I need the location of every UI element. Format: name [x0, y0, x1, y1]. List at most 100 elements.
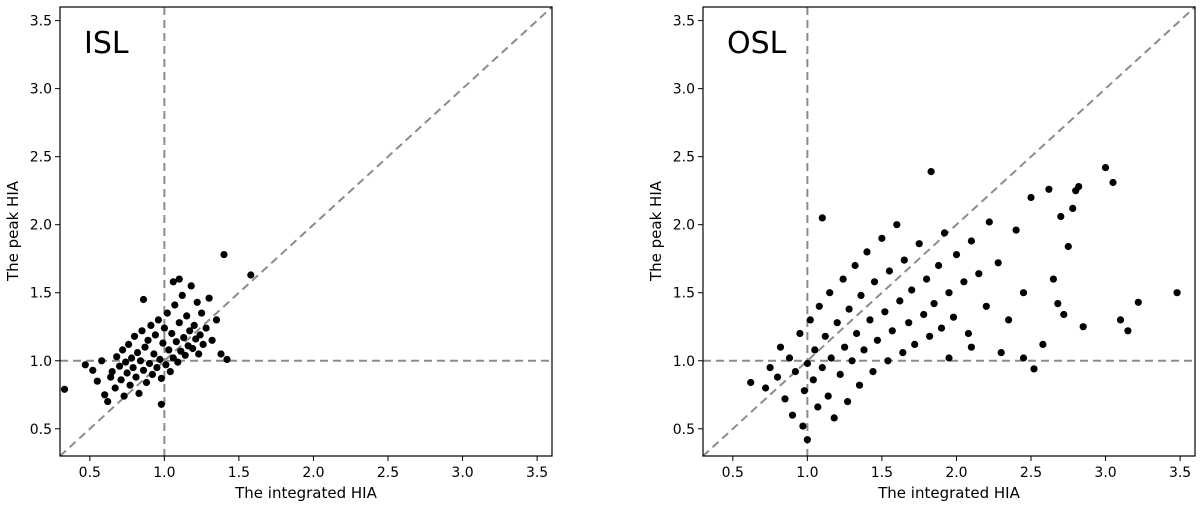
data-point	[803, 359, 812, 368]
data-point	[836, 370, 844, 378]
panel-title: ISL	[84, 26, 129, 61]
data-point	[220, 251, 228, 259]
data-point	[811, 346, 819, 354]
data-point	[104, 398, 112, 406]
data-point	[866, 316, 874, 324]
data-point	[139, 295, 148, 304]
x-tick-label: 3.5	[1169, 465, 1191, 481]
data-point	[1057, 212, 1065, 221]
data-point	[908, 286, 916, 294]
data-point	[193, 298, 201, 306]
y-tick-label: 3.5	[30, 14, 52, 30]
data-point	[123, 369, 131, 377]
plot-frame	[702, 6, 1196, 457]
data-point	[1019, 289, 1028, 297]
data-point	[964, 329, 973, 338]
y-axis-ticks: 0.5 1.0 1.5 2.0 2.5 3.0 3.5	[30, 14, 60, 438]
data-point	[150, 350, 158, 358]
y-tick-label: 3.0	[30, 82, 52, 98]
data-point	[126, 381, 134, 389]
data-point	[186, 327, 194, 335]
x-axis-ticks: 0.5 1.0 1.5 2.0 2.5 3.0 3.5	[79, 456, 548, 481]
data-point	[791, 368, 800, 376]
data-point	[818, 214, 826, 222]
data-point	[199, 340, 207, 348]
data-point	[796, 329, 804, 338]
data-point	[157, 374, 165, 382]
x-axis-label: The integrated HIA	[234, 484, 377, 502]
data-point	[145, 359, 154, 368]
data-point	[799, 422, 807, 430]
data-point	[826, 289, 834, 297]
data-point	[89, 366, 97, 374]
data-point	[165, 346, 173, 354]
x-tick-label: 2.5	[1020, 465, 1042, 481]
data-point	[809, 376, 817, 384]
data-point	[920, 310, 928, 319]
data-point	[997, 349, 1005, 357]
data-point	[967, 237, 976, 245]
scatter-points	[747, 164, 1181, 444]
x-tick-label: 3.0	[1094, 465, 1116, 481]
data-point	[120, 392, 128, 400]
data-point	[196, 331, 204, 339]
data-point	[138, 327, 146, 335]
data-point	[839, 275, 847, 283]
data-point	[869, 368, 877, 376]
data-point	[135, 389, 143, 397]
x-tick-label: 0.5	[722, 465, 744, 481]
data-point	[841, 343, 849, 351]
data-point	[1064, 242, 1072, 251]
data-point	[1045, 185, 1053, 193]
data-point	[773, 373, 782, 381]
data-point	[885, 267, 894, 275]
data-point	[881, 308, 889, 316]
data-point	[217, 350, 225, 358]
data-point	[160, 324, 168, 332]
data-point	[130, 332, 139, 340]
data-point	[923, 275, 931, 283]
reference-lines	[702, 6, 1196, 457]
data-point	[899, 349, 907, 357]
y-axis-ticks: 0.5 1.0 1.5 2.0 2.5 3.0 3.5	[673, 14, 703, 438]
data-point	[101, 391, 109, 399]
data-point	[113, 353, 121, 361]
y-axis-label: The peak HIA	[4, 180, 22, 282]
data-point	[1027, 193, 1035, 202]
data-point	[911, 340, 919, 348]
data-point	[833, 319, 841, 327]
data-point	[223, 355, 231, 363]
data-point	[133, 349, 142, 357]
data-point	[136, 357, 145, 365]
data-point	[818, 364, 826, 372]
data-point	[815, 302, 823, 310]
y-tick-label: 1.0	[673, 354, 695, 370]
data-point	[205, 294, 213, 302]
data-point	[208, 336, 216, 344]
data-point	[848, 357, 856, 365]
data-point	[884, 357, 892, 365]
data-point	[181, 351, 189, 359]
data-point	[195, 350, 203, 358]
x-tick-label: 0.5	[79, 465, 101, 481]
x-tick-label: 1.0	[153, 465, 175, 481]
data-point	[93, 377, 101, 385]
diagonal-reference-line	[702, 6, 1196, 457]
x-tick-label: 1.5	[228, 465, 250, 481]
y-tick-label: 2.5	[30, 150, 52, 166]
data-point	[122, 358, 130, 366]
data-point	[896, 297, 904, 305]
data-point	[171, 301, 179, 309]
data-point	[1049, 275, 1057, 283]
data-point	[824, 392, 832, 400]
data-point	[117, 376, 125, 384]
diagonal-reference-line	[59, 6, 553, 457]
data-point	[129, 364, 137, 372]
data-point	[1124, 327, 1132, 335]
data-point	[189, 344, 197, 353]
data-point	[107, 373, 115, 381]
data-point	[1075, 183, 1083, 191]
data-point	[156, 355, 164, 363]
data-point	[985, 218, 993, 226]
y-tick-label: 1.5	[673, 286, 695, 302]
